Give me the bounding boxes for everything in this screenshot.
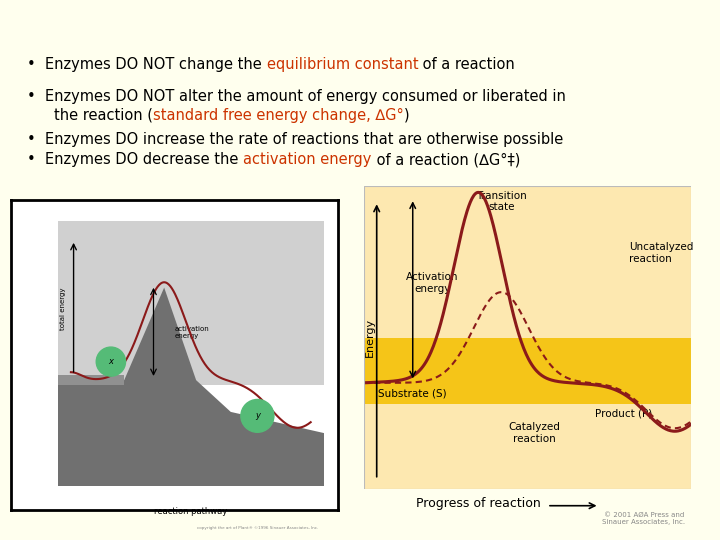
- Bar: [58, 221, 324, 386]
- Bar: [364, 186, 691, 241]
- Text: •: •: [27, 57, 45, 72]
- Text: reaction pathway: reaction pathway: [154, 507, 228, 516]
- Text: Enzymes DO NOT change the: Enzymes DO NOT change the: [45, 57, 266, 72]
- Text: standard free energy change, ∆G°: standard free energy change, ∆G°: [153, 108, 404, 123]
- Text: Substrate (S): Substrate (S): [379, 389, 447, 399]
- Text: Transition
state: Transition state: [476, 191, 526, 212]
- Text: x: x: [109, 357, 113, 366]
- Text: Product (P): Product (P): [595, 408, 652, 418]
- Bar: [58, 375, 124, 386]
- Text: Energy: Energy: [365, 318, 375, 357]
- Text: Enzymes DO decrease the: Enzymes DO decrease the: [45, 152, 243, 167]
- Text: of a reaction (∆G°‡): of a reaction (∆G°‡): [372, 152, 520, 167]
- Text: of a reaction: of a reaction: [418, 57, 515, 72]
- Text: •: •: [27, 89, 45, 104]
- Text: © 2001 AØA Press and
Sinauer Associates, Inc.: © 2001 AØA Press and Sinauer Associates,…: [601, 511, 685, 525]
- Polygon shape: [58, 287, 324, 486]
- Text: Enzymes DO NOT alter the amount of energy consumed or liberated in: Enzymes DO NOT alter the amount of energ…: [45, 89, 566, 104]
- Circle shape: [96, 347, 125, 376]
- Text: the reaction (: the reaction (: [54, 108, 153, 123]
- Circle shape: [241, 400, 274, 433]
- Text: activation
energy: activation energy: [175, 326, 210, 339]
- Text: Activation
energy: Activation energy: [406, 272, 459, 294]
- Bar: [364, 338, 691, 404]
- Text: activation energy: activation energy: [243, 152, 372, 167]
- Text: y: y: [255, 411, 260, 420]
- Text: Enzymes DO increase the rate of reactions that are otherwise possible: Enzymes DO increase the rate of reaction…: [45, 132, 564, 147]
- Text: Uncatalyzed
reaction: Uncatalyzed reaction: [629, 242, 693, 264]
- Text: Catalyzed
reaction: Catalyzed reaction: [508, 422, 560, 444]
- Text: copyright the art of Plant® ©1996 Sinauer Associates, Inc.: copyright the art of Plant® ©1996 Sinaue…: [197, 526, 319, 530]
- Text: •: •: [27, 132, 45, 147]
- Text: equilibrium constant: equilibrium constant: [266, 57, 418, 72]
- Text: total energy: total energy: [60, 287, 66, 330]
- Text: ): ): [404, 108, 410, 123]
- Text: Progress of reaction: Progress of reaction: [416, 497, 541, 510]
- Text: •: •: [27, 152, 45, 167]
